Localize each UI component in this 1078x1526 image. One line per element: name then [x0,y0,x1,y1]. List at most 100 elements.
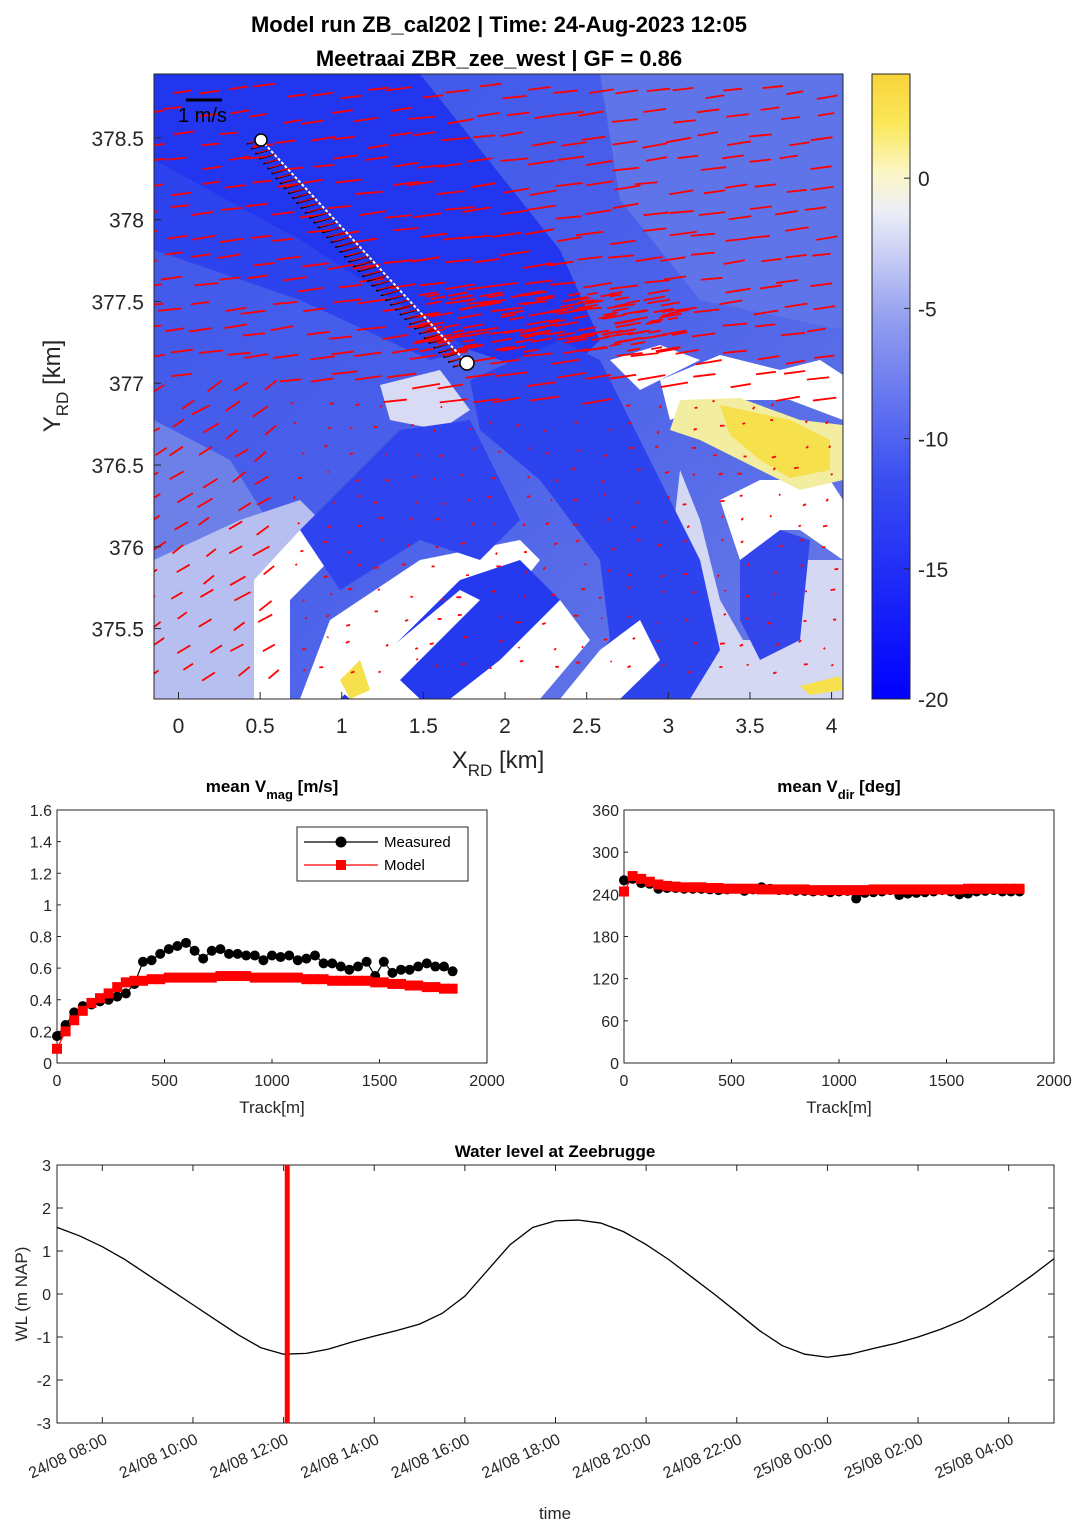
vmag-x-tick-label: 1500 [362,1073,398,1090]
velocity-arrow [622,309,647,316]
velocity-arrow [660,574,665,578]
velocity-arrow [466,299,497,305]
velocity-arrow [401,563,406,566]
velocity-arrow [443,323,460,329]
velocity-arrow [636,500,640,504]
velocity-arrow [230,109,250,115]
colorbar-tick-label: 0 [918,168,930,191]
velocity-arrow [254,450,267,463]
velocity-arrow [669,210,694,214]
velocity-arrow [628,421,633,425]
velocity-arrow [228,545,243,555]
velocity-arrow [206,379,223,393]
velocity-arrow [653,307,674,314]
velocity-arrow [202,165,222,171]
velocity-arrow [602,313,626,320]
velocity-arrow [500,131,523,138]
vdir-model-point [920,884,930,895]
velocity-arrow [774,210,798,216]
velocity-arrow [551,358,580,365]
velocity-arrow [492,337,512,343]
velocity-arrow [527,159,555,166]
vdir-x-tick-label: 0 [620,1073,629,1090]
velocity-arrow [429,311,453,318]
vmag-measured-point [396,964,406,975]
velocity-arrow [642,142,668,149]
vdir-model-point [868,884,879,895]
velocity-arrow [825,498,829,502]
velocity-arrow [493,522,496,526]
velocity-arrow [629,446,635,450]
vdir-x-tick-label: 1500 [929,1073,965,1090]
velocity-arrow [160,275,183,281]
model-transect-arrow [391,299,409,305]
vdir-model-point [834,885,844,896]
model-transect-arrow [310,212,329,218]
vdir-model-point [670,881,681,892]
velocity-arrow [581,135,606,141]
velocity-arrow [452,330,475,337]
velocity-arrow [786,90,804,96]
velocity-arrow [486,293,504,299]
velocity-arrow [170,591,183,600]
velocity-arrow [383,398,407,403]
vdir-model-point [859,885,870,896]
wl-x-tick-label: 24/08 16:00 [389,1431,473,1482]
velocity-arrow [705,94,725,100]
vmag-model-point [327,975,338,986]
velocity-arrow [703,189,726,195]
vdir-model-point [911,884,922,895]
model-transect-arrow [345,251,365,257]
velocity-arrow [577,255,603,261]
model-transect-arrow [328,231,347,237]
velocity-arrow [436,190,465,196]
velocity-arrow [616,352,643,357]
velocity-arrow [825,420,829,425]
velocity-arrow [496,346,512,351]
velocity-arrow [350,670,355,674]
velocity-arrow [201,671,216,682]
velocity-arrow [345,640,350,644]
map-y-tick-label: 375.5 [91,619,144,642]
velocity-arrow [519,660,524,663]
velocity-arrow [672,87,694,92]
velocity-arrow [643,108,667,113]
velocity-arrow [502,95,527,100]
velocity-arrow [467,498,471,502]
velocity-arrow [441,136,469,142]
velocity-arrow [176,644,191,654]
velocity-arrow [435,664,439,668]
velocity-arrow [166,156,187,161]
velocity-arrow [393,161,419,168]
velocity-arrow [534,113,558,119]
velocity-arrow [816,235,838,241]
vdir-model-point [851,885,862,896]
velocity-arrow [256,525,270,536]
vmag-measured-point [138,956,148,967]
velocity-arrow [228,351,251,356]
legend-box [296,826,469,882]
velocity-arrow [561,141,587,147]
vdir-x-tick-label: 2000 [1036,1073,1072,1090]
velocity-arrow [576,303,598,310]
map-x-tick-label: 0 [173,715,185,738]
velocity-arrow [662,309,674,313]
velocity-arrow [755,370,777,376]
velocity-arrow [480,301,501,307]
velocity-arrow [798,524,802,528]
vdir-model-point [980,883,991,894]
velocity-arrow [304,616,308,620]
velocity-arrow [504,328,525,334]
velocity-arrow [386,372,417,379]
velocity-arrow [390,131,413,137]
velocity-arrow [340,94,362,100]
velocity-arrow [472,397,501,404]
vdir-measured-point [619,875,629,886]
velocity-arrow [663,520,667,524]
vmag-model-point [378,977,389,988]
velocity-arrow [355,190,383,195]
velocity-arrow [279,378,301,383]
velocity-arrow [646,87,671,92]
velocity-arrow [437,339,455,345]
velocity-arrow [719,299,743,306]
